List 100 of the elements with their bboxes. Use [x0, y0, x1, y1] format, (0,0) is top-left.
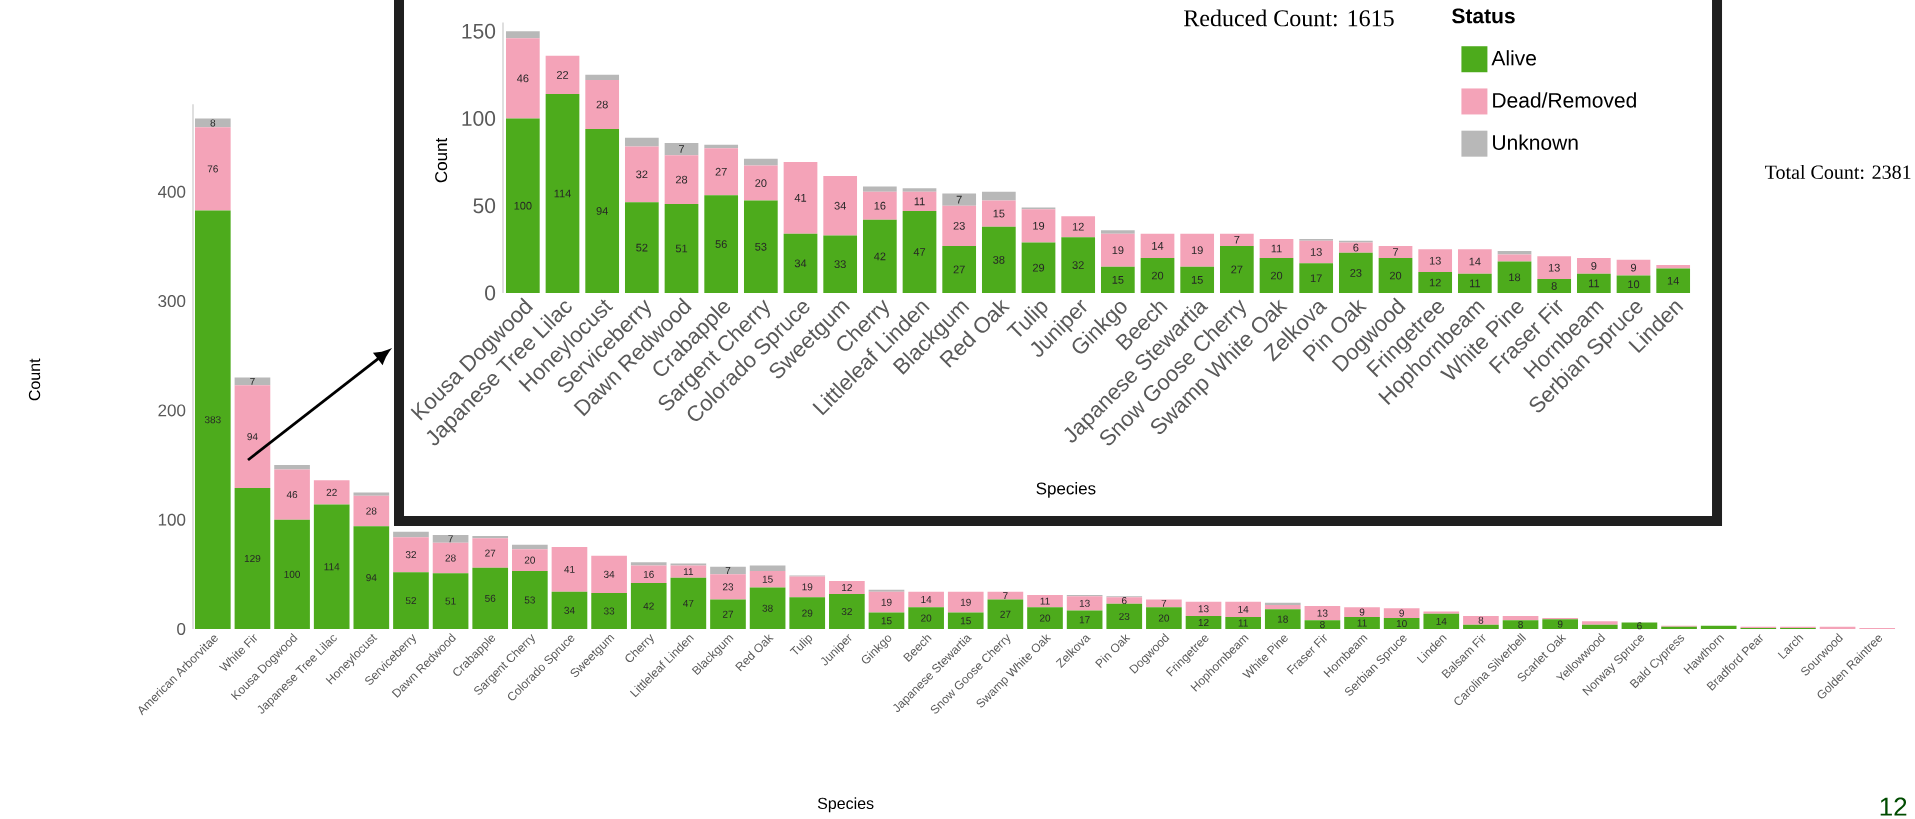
x-axis-title: Species — [1036, 481, 1096, 498]
bar — [551, 547, 588, 592]
bar — [823, 176, 858, 236]
bar — [1497, 254, 1532, 262]
bar — [432, 535, 469, 543]
bar — [664, 155, 699, 204]
bar — [591, 592, 627, 629]
data-label: 7 — [1003, 592, 1008, 600]
data-label: 14 — [921, 596, 932, 603]
bar — [749, 571, 786, 588]
data-label: 27 — [722, 610, 734, 618]
data-label: 7 — [725, 567, 731, 574]
y-tick-label: 150 — [462, 23, 496, 39]
bar — [902, 191, 937, 211]
data-label: 8 — [1478, 616, 1484, 624]
bar — [981, 226, 1016, 293]
bar — [591, 555, 627, 593]
bar — [234, 488, 271, 629]
x-axis-title: Species — [817, 797, 874, 813]
data-label: 11 — [1588, 279, 1600, 288]
bar — [942, 193, 977, 206]
bar — [1502, 615, 1539, 621]
data-label: 34 — [564, 606, 575, 614]
bar — [1185, 615, 1222, 629]
bar — [393, 572, 429, 629]
bar — [1502, 620, 1539, 629]
bar — [1219, 233, 1254, 246]
bar — [1383, 618, 1420, 629]
bar — [1259, 238, 1294, 259]
bar — [1106, 597, 1143, 604]
data-label: 19 — [1191, 246, 1203, 255]
bar — [353, 495, 390, 527]
bar — [1581, 624, 1618, 629]
bar — [1225, 601, 1261, 617]
data-label: 9 — [1591, 262, 1597, 270]
data-label: 41 — [794, 194, 807, 202]
bar — [1304, 606, 1341, 621]
bar — [1383, 608, 1420, 619]
data-label: 19 — [802, 583, 813, 591]
bar — [1463, 615, 1499, 625]
bar — [194, 127, 231, 211]
data-label: 29 — [1032, 263, 1045, 272]
bar — [908, 607, 944, 629]
data-label: 34 — [834, 201, 846, 210]
data-label: 11 — [683, 568, 694, 576]
bar — [1537, 256, 1572, 280]
bar — [1185, 601, 1222, 616]
bar — [1027, 595, 1063, 608]
data-label: 13 — [1317, 609, 1328, 617]
bar — [274, 469, 310, 520]
bar — [981, 200, 1016, 227]
data-label: 11 — [914, 197, 925, 206]
data-label: 14 — [1667, 277, 1679, 285]
data-label: 15 — [762, 575, 773, 583]
bar — [1418, 249, 1453, 273]
bar — [664, 204, 699, 293]
bar — [505, 38, 540, 119]
data-label: 100 — [514, 201, 532, 210]
bar — [1457, 273, 1492, 293]
data-label: 27 — [953, 265, 965, 274]
bar — [704, 148, 739, 196]
bar — [624, 146, 659, 203]
bar — [829, 580, 865, 595]
bar — [274, 519, 310, 629]
bar — [829, 594, 865, 629]
data-label: 23 — [1119, 612, 1130, 620]
bar — [947, 591, 984, 613]
data-label: 114 — [554, 189, 571, 198]
bar — [823, 235, 858, 293]
data-label: 9 — [1557, 620, 1563, 628]
bar — [472, 567, 509, 629]
bar — [1304, 620, 1341, 629]
bar — [743, 165, 778, 201]
bar — [585, 74, 620, 81]
data-label: 20 — [1270, 271, 1283, 280]
bar — [1576, 273, 1611, 293]
data-label: 7 — [679, 145, 685, 153]
data-label: 19 — [960, 598, 971, 606]
data-label: 28 — [675, 175, 688, 184]
y-tick-label: 50 — [473, 198, 496, 214]
data-label: 56 — [485, 594, 496, 602]
data-label: 56 — [715, 240, 727, 249]
bar — [868, 591, 905, 613]
data-label: 14 — [1436, 617, 1447, 625]
data-label: 7 — [1161, 599, 1167, 607]
bar — [783, 233, 818, 293]
bar — [1140, 258, 1175, 293]
bar — [585, 128, 620, 293]
bar — [1338, 252, 1373, 293]
data-label: 15 — [1191, 276, 1203, 284]
data-label: 383 — [204, 416, 221, 424]
bar — [902, 210, 937, 293]
bar — [1027, 607, 1063, 629]
data-label: 12 — [1072, 222, 1084, 231]
bar — [1542, 619, 1579, 629]
bar — [1100, 230, 1135, 234]
bar — [670, 565, 707, 578]
bar — [749, 565, 786, 572]
bar — [1700, 625, 1737, 629]
data-label: 12 — [842, 583, 852, 591]
